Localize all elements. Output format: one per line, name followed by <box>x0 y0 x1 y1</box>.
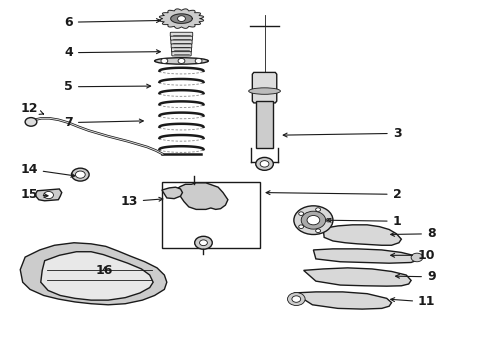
Polygon shape <box>41 252 153 300</box>
Text: 15: 15 <box>20 188 48 201</box>
FancyBboxPatch shape <box>171 44 192 48</box>
Circle shape <box>195 236 212 249</box>
Circle shape <box>199 240 207 246</box>
Bar <box>162 182 260 248</box>
Polygon shape <box>323 225 401 245</box>
FancyBboxPatch shape <box>172 48 192 52</box>
Circle shape <box>256 157 273 170</box>
Text: 7: 7 <box>64 116 143 129</box>
Circle shape <box>326 219 331 222</box>
Text: 10: 10 <box>391 249 436 262</box>
Text: 6: 6 <box>64 16 160 29</box>
Circle shape <box>177 16 185 22</box>
Polygon shape <box>252 72 277 103</box>
Circle shape <box>195 58 202 63</box>
FancyBboxPatch shape <box>170 32 193 36</box>
Text: 8: 8 <box>391 227 436 240</box>
Text: 12: 12 <box>20 102 44 115</box>
Polygon shape <box>171 14 192 23</box>
Text: 9: 9 <box>395 270 436 283</box>
Text: 3: 3 <box>283 127 401 140</box>
Polygon shape <box>35 189 62 201</box>
Circle shape <box>316 208 320 211</box>
Circle shape <box>294 206 333 234</box>
Circle shape <box>161 58 168 63</box>
Circle shape <box>75 171 85 178</box>
Circle shape <box>260 161 269 167</box>
Ellipse shape <box>155 58 208 64</box>
Polygon shape <box>304 268 411 286</box>
Circle shape <box>307 216 320 225</box>
Circle shape <box>301 211 326 229</box>
Text: 2: 2 <box>266 188 401 201</box>
Circle shape <box>411 253 423 262</box>
Circle shape <box>44 192 53 199</box>
Circle shape <box>288 293 305 306</box>
FancyBboxPatch shape <box>171 40 192 44</box>
FancyBboxPatch shape <box>171 36 193 40</box>
Circle shape <box>299 225 304 229</box>
FancyBboxPatch shape <box>172 52 191 56</box>
Circle shape <box>25 118 37 126</box>
Polygon shape <box>176 183 228 210</box>
Polygon shape <box>159 9 203 28</box>
Text: 4: 4 <box>64 46 160 59</box>
Text: 16: 16 <box>96 264 113 277</box>
Text: 14: 14 <box>20 163 75 177</box>
Polygon shape <box>314 249 418 263</box>
Polygon shape <box>294 292 392 309</box>
Text: 11: 11 <box>391 296 436 309</box>
Text: 13: 13 <box>121 195 163 208</box>
Circle shape <box>72 168 89 181</box>
Polygon shape <box>20 243 167 305</box>
Polygon shape <box>162 187 182 199</box>
Circle shape <box>178 58 185 63</box>
Text: 1: 1 <box>327 215 401 228</box>
Bar <box>256 101 273 148</box>
Text: 5: 5 <box>64 80 150 93</box>
Ellipse shape <box>248 88 280 94</box>
Circle shape <box>299 212 304 215</box>
Circle shape <box>316 229 320 233</box>
Circle shape <box>292 296 301 302</box>
